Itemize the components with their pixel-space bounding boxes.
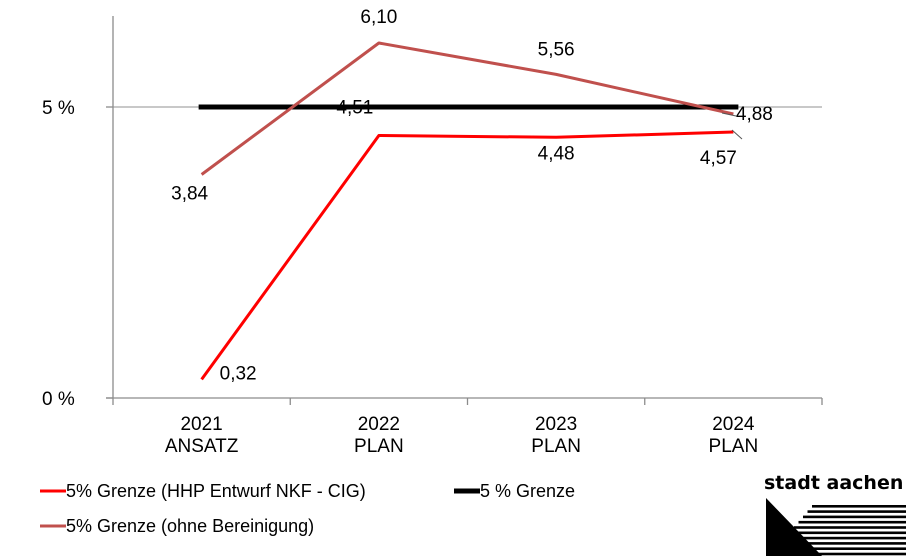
x-tick-label-0-line-0: 2021 — [180, 414, 222, 435]
logo-stripe-8 — [776, 547, 906, 550]
series-line-0 — [200, 130, 734, 381]
x-tick-label-3: 2024 PLAN — [709, 414, 759, 457]
logo-stripe-9 — [771, 552, 906, 556]
legend-label-0: 5% Grenze (HHP Entwurf NKF - CIG) — [66, 481, 366, 501]
x-tick-label-0-line-1: ANSATZ — [165, 436, 239, 457]
chart-series — [198, 41, 739, 381]
logo-stripe-3 — [798, 520, 906, 524]
legend-label-2: 5% Grenze (ohne Bereinigung) — [66, 516, 314, 536]
logo-stripe-4 — [794, 526, 906, 529]
logo-mark-icon — [766, 498, 906, 556]
x-tick-label-1-line-0: 2022 — [358, 414, 400, 435]
data-label-s0-1: 4,51 — [336, 98, 373, 119]
x-tick-label-1: 2022 PLAN — [354, 414, 404, 457]
logo-stripe-7 — [780, 542, 906, 545]
x-tick-label-2: 2023 PLAN — [531, 414, 581, 457]
x-tick-label-3-line-0: 2024 — [712, 414, 755, 435]
x-tick-label-0: 2021 ANSATZ — [165, 414, 239, 457]
x-tick-label-2-line-1: PLAN — [531, 436, 581, 457]
x-tick-label-2-line-0: 2023 — [535, 414, 577, 435]
x-tick-label-3-line-1: PLAN — [709, 436, 759, 457]
x-tick-label-1-line-1: PLAN — [354, 436, 404, 457]
data-label-s2-1: 6,10 — [360, 7, 397, 28]
data-label-s2-2: 5,56 — [538, 39, 575, 60]
logo-stripe-2 — [803, 515, 906, 519]
data-label-s0-0: 0,32 — [220, 363, 257, 384]
logo-text: stadt aachen — [764, 472, 903, 494]
chart-legend: 5% Grenze (HHP Entwurf NKF - CIG) 5 % Gre… — [40, 481, 575, 536]
data-labels: 0,32 4,51 4,48 4,57 3,84 6,10 5,56 4,88 — [171, 7, 773, 384]
data-label-s2-0: 3,84 — [171, 184, 208, 205]
data-label-s0-3: 4,57 — [700, 148, 737, 169]
leader-line-0 — [721, 112, 737, 117]
data-label-s2-3: 4,88 — [736, 104, 773, 125]
leader-line-1 — [731, 129, 743, 140]
data-label-s0-2: 4,48 — [538, 143, 575, 164]
logo-stripe-5 — [789, 531, 906, 535]
y-tick-label-1: 5 % — [42, 98, 75, 119]
stadt-aachen-logo: stadt aachen — [764, 472, 906, 556]
y-tick-label-0: 0 % — [42, 389, 75, 410]
logo-stripe-0 — [812, 505, 906, 508]
logo-stripe-6 — [785, 536, 906, 540]
series-line-2 — [200, 41, 734, 176]
legend-label-1: 5 % Grenze — [480, 481, 575, 501]
logo-stripe-1 — [807, 510, 906, 513]
